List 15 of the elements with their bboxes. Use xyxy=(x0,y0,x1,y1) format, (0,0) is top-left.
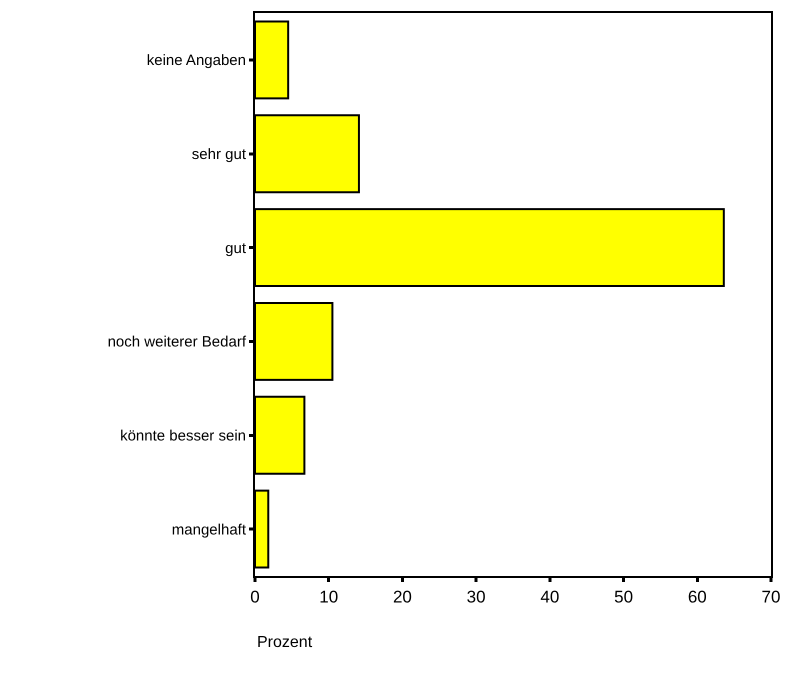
y-tick-label: keine Angaben xyxy=(146,52,246,70)
x-tick-label: 0 xyxy=(250,587,260,606)
y-tick-label: gut xyxy=(225,240,247,257)
x-tick-label: 60 xyxy=(688,587,707,606)
y-tick-label: mangelhaft xyxy=(172,521,247,538)
x-axis-title: Prozent xyxy=(257,634,313,651)
x-tick-label: 50 xyxy=(614,587,634,606)
x-tick-label: 20 xyxy=(392,587,412,606)
y-tick-label: könnte besser sein xyxy=(120,428,246,444)
x-tick-label: 10 xyxy=(319,587,338,606)
x-tick-label: 40 xyxy=(540,587,560,606)
y-tick-label: noch weiterer Bedarf xyxy=(108,334,247,351)
y-tick-label: sehr gut xyxy=(192,146,247,163)
x-tick-label: 70 xyxy=(762,587,780,606)
x-tick-label: 30 xyxy=(466,587,486,606)
